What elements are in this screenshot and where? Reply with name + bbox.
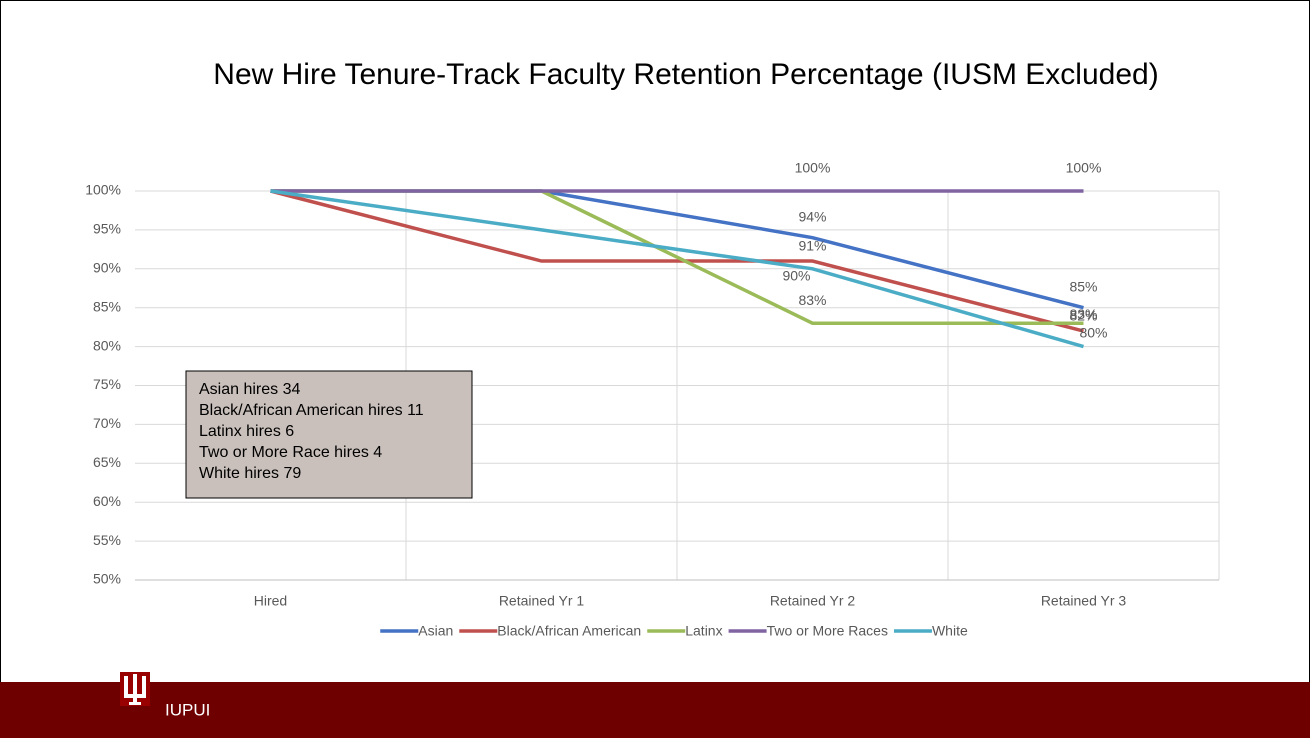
y-tick-label: 50% [93, 571, 121, 587]
legend-label: Latinx [685, 623, 722, 639]
footer-bar [0, 682, 1310, 738]
y-tick-label: 80% [93, 337, 121, 353]
note-box [185, 370, 473, 499]
data-label: 90% [782, 268, 810, 284]
legend-label: Black/African American [497, 623, 641, 639]
y-tick-label: 75% [93, 376, 121, 392]
data-label: 82% [1069, 308, 1097, 324]
data-label: 83% [1069, 306, 1097, 322]
y-tick-label: 95% [93, 221, 121, 237]
data-label: 80% [1079, 324, 1107, 340]
plot: 50% 55% 60% 65% 70% 75% 80% 85% 90% 95% 100% Hired R… [85, 160, 1220, 639]
note-line: Black/African American hires 11 [199, 402, 424, 419]
data-label: 83% [798, 292, 826, 308]
y-tick-label: 70% [93, 415, 121, 431]
legend-label: White [932, 623, 968, 639]
chart-title: New Hire Tenure-Track Faculty Retention … [213, 58, 1158, 91]
x-tick-label: Retained Yr 1 [499, 593, 585, 609]
data-label: 91% [798, 238, 826, 254]
data-label: 100% [1066, 160, 1102, 176]
legend-label: Two or More Races [767, 623, 888, 639]
y-tick-label: 55% [93, 532, 121, 548]
x-tick-label: Retained Yr 2 [770, 593, 856, 609]
note: Asian hires 34 Black/African American hir… [199, 381, 424, 482]
data-label: 85% [1069, 278, 1097, 294]
series-line [270, 189, 1084, 333]
data-label: 100% [795, 160, 831, 176]
y-tick-label: 85% [93, 298, 121, 314]
legend: Asian Black/African American Latinx Two or … [380, 623, 968, 639]
series-line [270, 189, 1084, 349]
logo [120, 672, 150, 706]
note-line: White hires 79 [199, 465, 301, 482]
x-tick-label: Retained Yr 3 [1041, 593, 1127, 609]
y-tick-label: 100% [85, 182, 121, 198]
legend-label: Asian [418, 623, 453, 639]
note-line: Latinx hires 6 [199, 423, 294, 440]
data-label: 94% [798, 208, 826, 224]
y-tick-label: 90% [93, 260, 121, 276]
note-line: Two or More Race hires 4 [199, 444, 382, 461]
note-line: Asian hires 34 [199, 381, 300, 398]
x-tick-label: Hired [254, 593, 287, 609]
y-tick-label: 65% [93, 454, 121, 470]
footer-text: IUPUI [165, 700, 210, 719]
y-tick-label: 60% [93, 493, 121, 509]
